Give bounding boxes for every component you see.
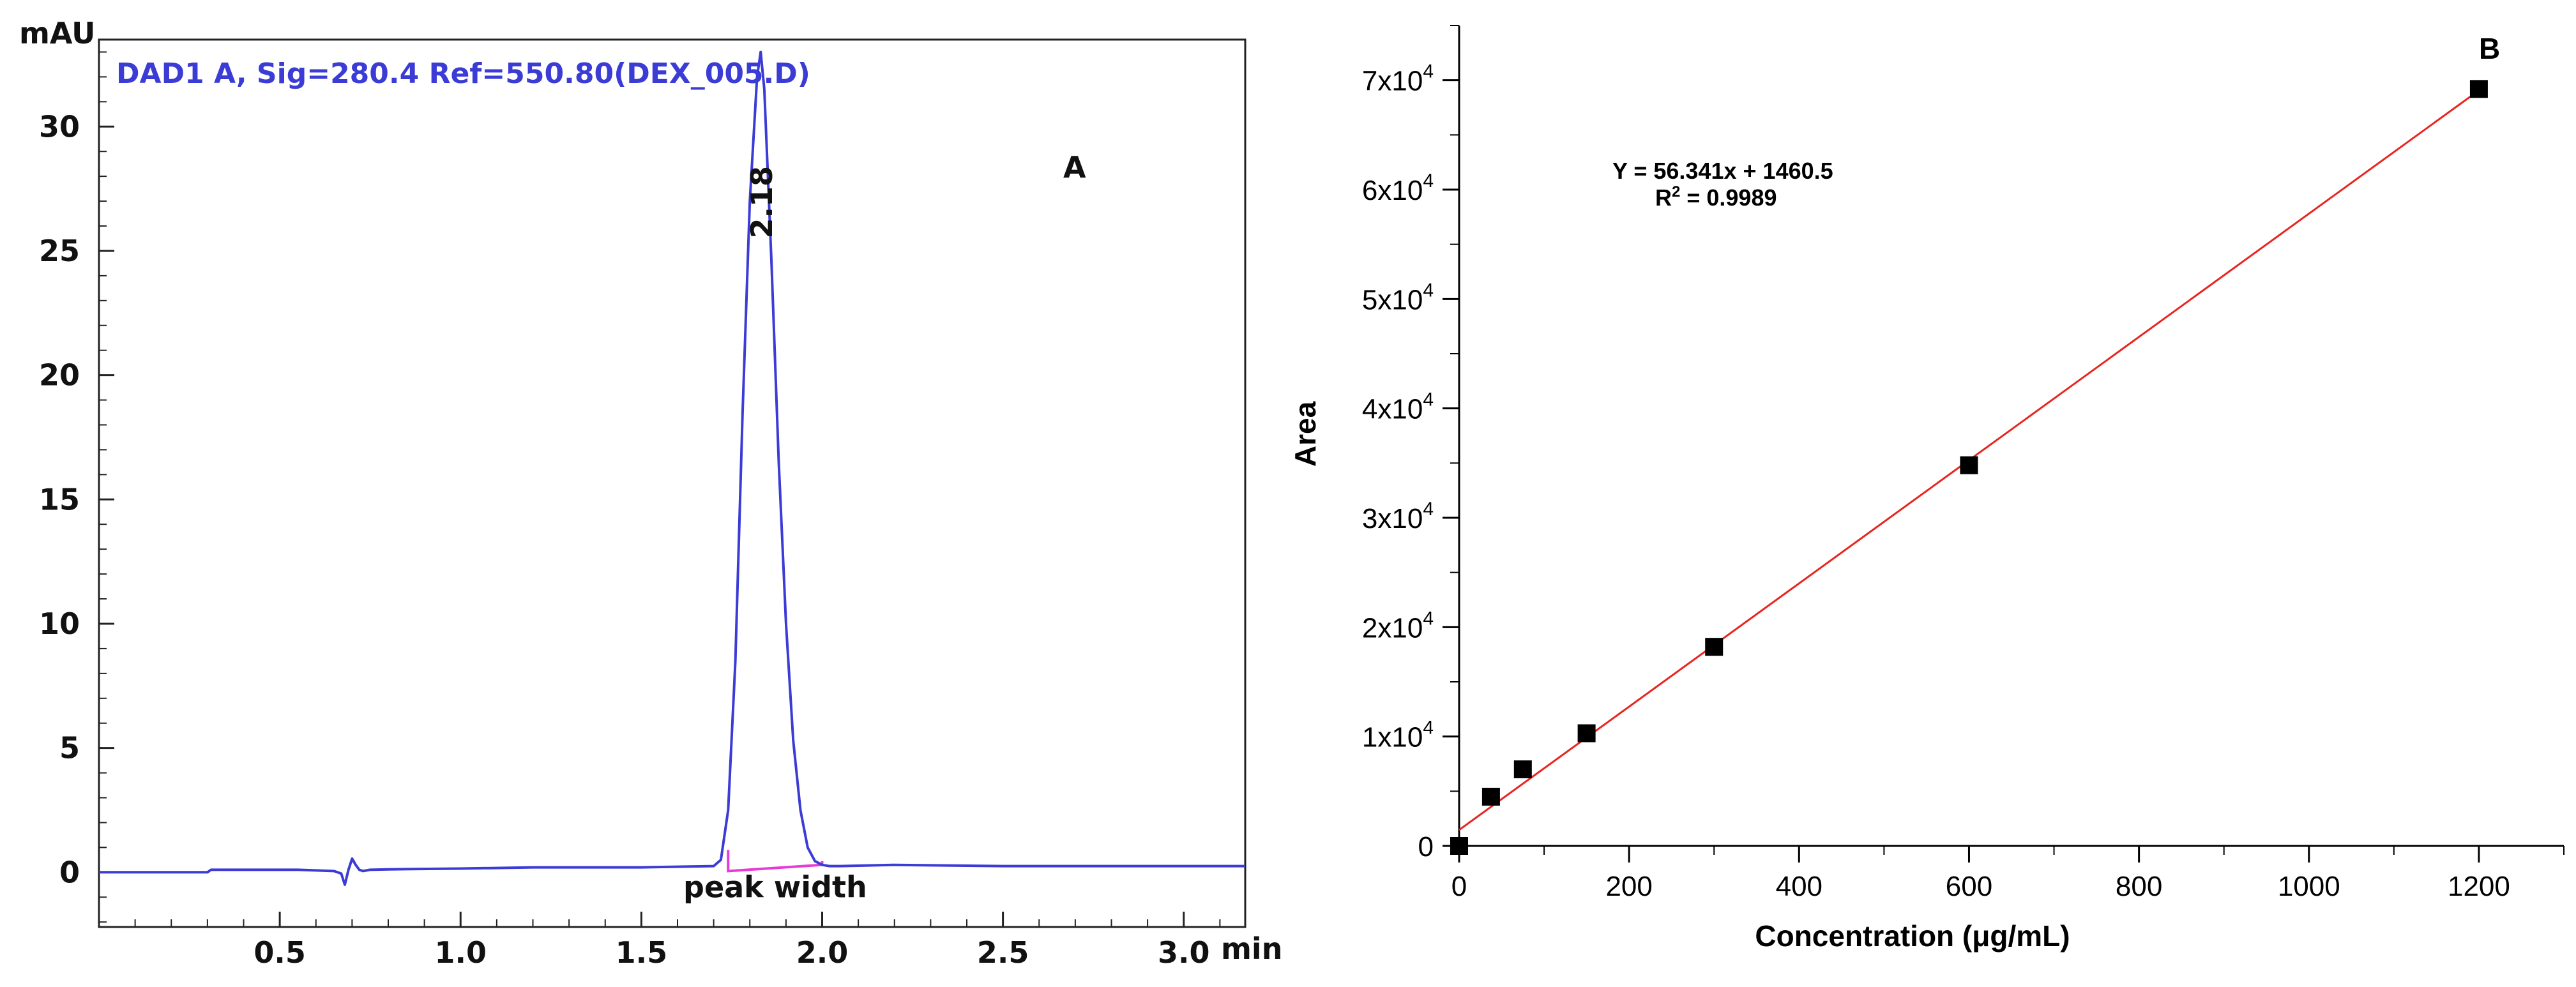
x-tick-label: 1.0 xyxy=(434,935,487,970)
y-tick-label: 3x104 xyxy=(1362,499,1434,534)
x-tick-label: 1200 xyxy=(2448,871,2510,902)
peak-baseline xyxy=(727,850,824,873)
x-tick-label: 2.0 xyxy=(796,935,849,970)
calibration-y-axis: 0 1x104 2x104 3x104 4x104 5x104 6x104 7x104 xyxy=(1362,25,1459,863)
peak-width-label: peak width xyxy=(683,870,867,904)
y-tick-label: 5x104 xyxy=(1362,280,1434,315)
panel-label-b: B xyxy=(2479,32,2500,65)
data-point xyxy=(2469,80,2488,98)
chromatogram-y-unit: mAU xyxy=(19,16,95,50)
peak-retention-label: 2.18 xyxy=(745,166,779,239)
x-tick-label: 200 xyxy=(1605,871,1652,902)
chromatogram-panel: mAU DAD1 A, Sig=280.4 Ref=550.80(DEX_005… xyxy=(19,16,1282,970)
chromatogram-y-axis: 0 5 10 15 20 25 30 xyxy=(39,51,114,923)
y-tick-label: 10 xyxy=(39,607,80,641)
regression-equation: Y = 56.341x + 1460.5 xyxy=(1612,158,1833,184)
calibration-x-axis-title: Concentration (μg/mL) xyxy=(1755,919,2070,953)
data-point xyxy=(1513,760,1532,779)
calibration-panel: 0 1x104 2x104 3x104 4x104 5x104 6x104 7x104 0 20… xyxy=(1289,25,2565,953)
x-tick-label: 2.5 xyxy=(977,935,1029,970)
calibration-y-axis-title: Area xyxy=(1289,401,1322,467)
y-tick-label: 30 xyxy=(39,109,80,144)
x-tick-label: 0 xyxy=(1451,871,1467,902)
x-tick-label: 400 xyxy=(1776,871,1822,902)
chromatogram-title: DAD1 A, Sig=280.4 Ref=550.80(DEX_005.D) xyxy=(116,57,810,90)
calibration-points xyxy=(1450,80,2488,855)
data-point xyxy=(1450,837,1468,855)
y-tick-label: 2x104 xyxy=(1362,608,1434,644)
y-tick-label: 20 xyxy=(39,358,80,393)
y-tick-label: 4x104 xyxy=(1362,389,1434,425)
y-tick-label: 25 xyxy=(39,234,80,268)
chromatogram-trace xyxy=(99,50,1245,886)
calibration-x-axis: 0 200 400 600 800 1000 1200 xyxy=(1451,846,2565,902)
data-point xyxy=(1960,456,1978,474)
y-tick-label: 6x104 xyxy=(1362,170,1434,206)
data-point xyxy=(1705,638,1724,656)
x-tick-label: 800 xyxy=(2116,871,2162,902)
chromatogram-frame xyxy=(98,38,1246,928)
x-tick-label: 1000 xyxy=(2278,871,2340,902)
r-squared: R2 = 0.9989 xyxy=(1655,183,1777,211)
x-tick-label: 3.0 xyxy=(1158,935,1210,970)
y-tick-label: 15 xyxy=(39,482,80,516)
chromatogram-x-unit: min xyxy=(1221,931,1282,966)
data-point xyxy=(1481,787,1500,806)
y-tick-label: 1x104 xyxy=(1362,718,1434,753)
x-tick-label: 0.5 xyxy=(254,935,306,970)
y-tick-label: 5 xyxy=(59,731,80,765)
data-point xyxy=(1577,724,1596,742)
y-tick-label: 0 xyxy=(1418,831,1434,863)
panel-label-a: A xyxy=(1063,150,1086,185)
x-tick-label: 1.5 xyxy=(616,935,668,970)
y-tick-label: 7x104 xyxy=(1362,61,1434,97)
x-tick-label: 600 xyxy=(1946,871,1992,902)
y-tick-label: 0 xyxy=(59,855,80,889)
chromatogram-x-axis: 0.5 1.0 1.5 2.0 2.5 3.0 xyxy=(134,912,1221,970)
